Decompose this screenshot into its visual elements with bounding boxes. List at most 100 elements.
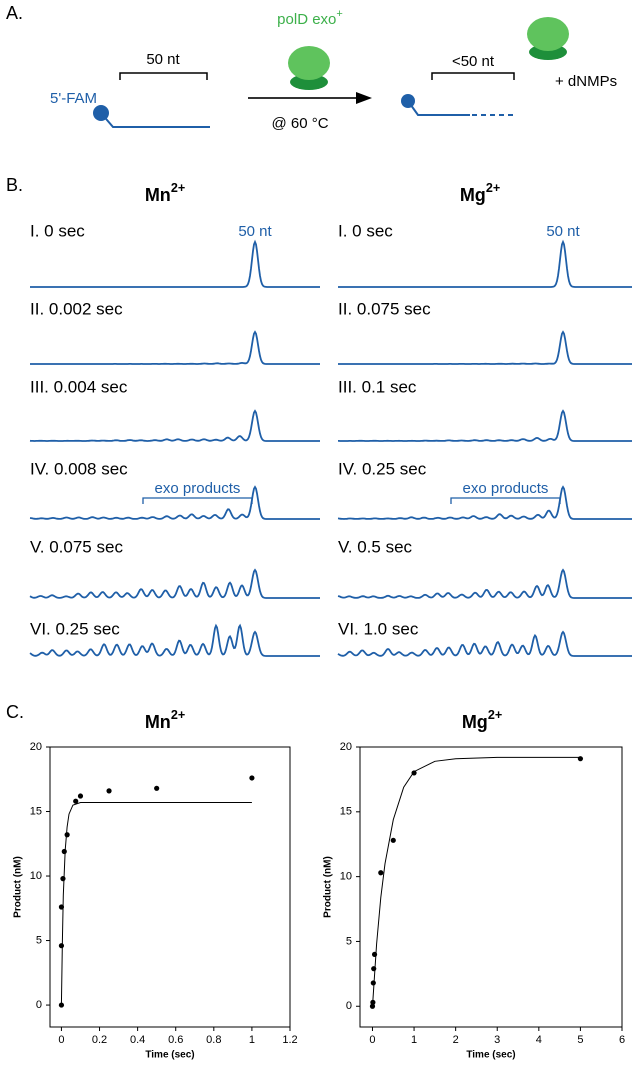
label: + dNMPs <box>555 73 617 90</box>
text: Mn <box>145 712 171 732</box>
trace <box>29 623 320 657</box>
text: 2+ <box>171 181 185 195</box>
y-tick-label: 15 <box>30 805 42 817</box>
plot-frame <box>49 746 291 1028</box>
trace-label: II. 0.002 sec <box>30 299 123 318</box>
trace <box>29 485 320 520</box>
trace <box>29 568 320 599</box>
x-tick-label: 0.6 <box>168 1034 183 1046</box>
dna-strand <box>100 112 210 128</box>
y-tick-label: 10 <box>340 871 352 883</box>
text: polD exo <box>277 11 336 28</box>
x-tick-label: 4 <box>536 1034 542 1046</box>
label: @ 60 °C <box>271 115 328 132</box>
trace-label: III. 0.1 sec <box>338 377 417 396</box>
enzyme-label: polD exo+ <box>277 8 343 28</box>
data-point <box>58 943 65 949</box>
x-tick-label: 0 <box>369 1034 375 1046</box>
trace-label: VI. 1.0 sec <box>338 619 419 638</box>
x-tick-label: 2 <box>453 1034 459 1046</box>
bracket <box>119 72 208 80</box>
trace-label: IV. 0.008 sec <box>30 459 128 478</box>
bracket <box>431 72 515 80</box>
trace-label: I. 0 sec <box>338 221 393 240</box>
text: 2+ <box>486 181 500 195</box>
products-label: exo products <box>155 480 241 497</box>
panel-label: C. <box>6 702 24 722</box>
fit-line <box>60 802 252 1006</box>
text: 2+ <box>488 708 502 722</box>
x-tick-label: 0.4 <box>130 1034 145 1046</box>
data-point <box>106 788 112 794</box>
x-axis-label: Time (sec) <box>466 1050 515 1061</box>
x-tick-label: 1 <box>411 1034 417 1046</box>
x-axis-label: Time (sec) <box>145 1050 194 1061</box>
trace <box>338 330 632 365</box>
trace <box>337 568 632 599</box>
text: + <box>336 8 342 20</box>
heading: Mn2+ <box>145 181 185 204</box>
traces: Mn2+ 50 nt I. 0 sec II. 0.002 sec III. 0.004… <box>29 181 632 657</box>
y-tick-label: 5 <box>346 935 352 947</box>
trace-label: IV. 0.25 sec <box>338 459 427 478</box>
trace <box>30 239 320 288</box>
bracket <box>450 497 561 504</box>
y-tick-label: 0 <box>36 999 42 1011</box>
data-point <box>154 785 160 791</box>
trace <box>338 239 632 288</box>
plot-frame <box>359 746 623 1028</box>
data-point <box>77 793 84 799</box>
x-tick-label: 0.2 <box>92 1034 107 1046</box>
x-tick-label: 1.2 <box>282 1034 297 1046</box>
text: 2+ <box>171 708 185 722</box>
trace-label: I. 0 sec <box>30 221 85 240</box>
data-point <box>378 870 384 876</box>
trace-label: VI. 0.25 sec <box>30 619 120 638</box>
label: 5'-FAM <box>50 90 97 107</box>
trace <box>337 630 632 657</box>
arrowhead <box>356 92 372 104</box>
heading: Mg2+ <box>462 708 502 731</box>
data-point <box>370 980 376 986</box>
trace <box>337 485 632 520</box>
heading: Mg2+ <box>460 181 500 204</box>
trace-label: III. 0.004 sec <box>30 377 128 396</box>
trace <box>338 409 632 442</box>
peak-label: 50 nt <box>238 223 272 240</box>
y-tick-label: 0 <box>346 1000 352 1012</box>
panel-label: B. <box>6 175 23 195</box>
trace-label: V. 0.5 sec <box>338 537 413 556</box>
x-tick-label: 3 <box>494 1034 500 1046</box>
data-point <box>64 832 70 838</box>
dna-strand <box>407 100 470 116</box>
y-tick-label: 20 <box>30 741 42 753</box>
peak-label: 50 nt <box>546 223 580 240</box>
label: 50 nt <box>146 51 180 68</box>
x-tick-label: 1 <box>249 1034 255 1046</box>
trace-label: V. 0.075 sec <box>30 537 123 556</box>
y-axis-label: Product (nM) <box>13 856 24 918</box>
text: Mg <box>460 185 486 205</box>
trace <box>29 409 320 442</box>
y-tick-label: 15 <box>340 806 352 818</box>
products-label: exo products <box>463 480 549 497</box>
y-tick-label: 10 <box>30 870 42 882</box>
x-tick-label: 0.8 <box>206 1034 221 1046</box>
data-point <box>249 775 255 781</box>
y-tick-label: 20 <box>340 741 352 753</box>
trace-label: II. 0.075 sec <box>338 299 431 318</box>
x-tick-label: 5 <box>577 1034 583 1046</box>
x-tick-label: 6 <box>619 1034 625 1046</box>
enzyme <box>288 46 330 80</box>
data-point <box>60 876 66 882</box>
y-tick-label: 5 <box>36 934 42 946</box>
enzyme <box>527 17 569 51</box>
y-axis-label: Product (nM) <box>323 856 334 918</box>
x-tick-label: 0 <box>58 1034 64 1046</box>
label: <50 nt <box>452 53 495 70</box>
data-point <box>73 798 79 804</box>
bracket <box>142 497 253 504</box>
trace <box>30 330 320 365</box>
data-point <box>61 848 67 855</box>
